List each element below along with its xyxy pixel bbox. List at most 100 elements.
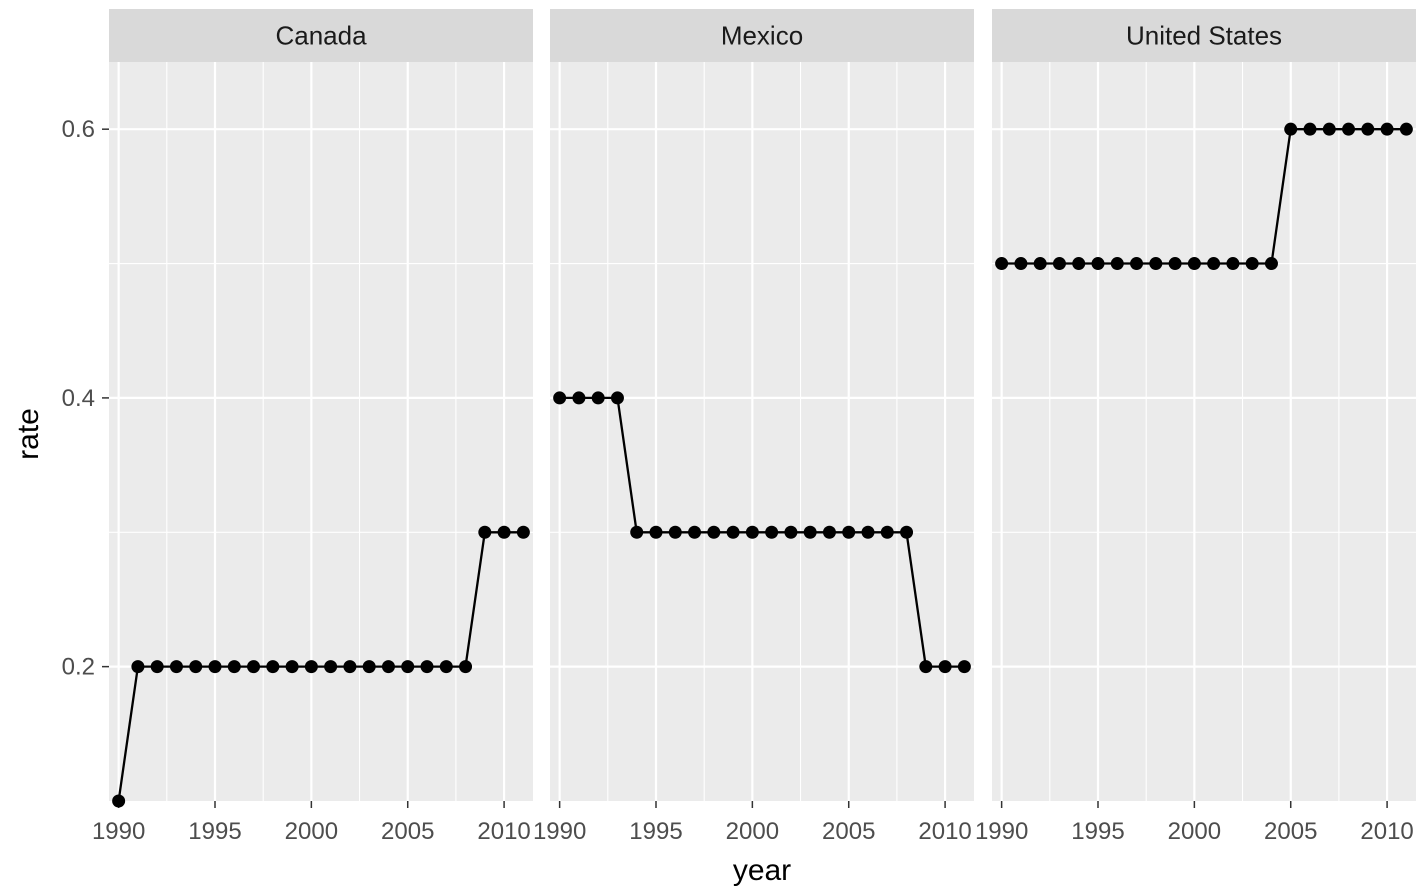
data-point xyxy=(1014,257,1028,271)
data-point xyxy=(900,525,914,539)
data-point xyxy=(1226,257,1240,271)
facet-panel: Mexico 1990 1995 2000 2005 2010 xyxy=(533,9,974,845)
x-axis-title: year xyxy=(733,854,791,887)
x-tick-label: 2010 xyxy=(1360,818,1413,845)
data-point xyxy=(1284,122,1298,136)
data-point xyxy=(150,660,164,674)
data-point xyxy=(707,525,721,539)
facet-panels: Canada 1990 1995 2000 2005 2010 Mexico 1990 1995… xyxy=(92,9,1416,845)
x-tick-label: 1995 xyxy=(188,818,241,845)
x-tick-label: 2010 xyxy=(918,818,971,845)
series-line xyxy=(1001,128,1407,265)
data-point xyxy=(401,660,415,674)
x-tick-label: 1995 xyxy=(629,818,682,845)
x-tick-label: 2005 xyxy=(1264,818,1317,845)
x-tick-label: 2005 xyxy=(381,818,434,845)
panel-background xyxy=(550,62,974,801)
data-point xyxy=(420,660,434,674)
x-tick-label: 1995 xyxy=(1071,818,1124,845)
data-point xyxy=(439,660,453,674)
data-point xyxy=(784,525,798,539)
data-point xyxy=(324,660,338,674)
y-tick-label: 0.6 xyxy=(62,116,95,143)
facet-strip-label: Mexico xyxy=(721,21,803,51)
data-point xyxy=(822,525,836,539)
x-tick-label: 1990 xyxy=(533,818,586,845)
x-tick-label: 2000 xyxy=(726,818,779,845)
data-point xyxy=(1187,257,1201,271)
data-point xyxy=(362,660,376,674)
facet-strip-label: United States xyxy=(1126,21,1282,51)
data-point xyxy=(1072,257,1086,271)
data-point xyxy=(861,525,875,539)
data-point xyxy=(169,660,183,674)
data-point xyxy=(247,660,261,674)
data-point xyxy=(572,391,586,405)
facet-strip xyxy=(550,9,974,62)
data-point xyxy=(1399,122,1413,136)
x-tick-label: 1990 xyxy=(92,818,145,845)
data-point xyxy=(591,391,605,405)
data-point xyxy=(880,525,894,539)
y-axis: 0.2 0.4 0.6 xyxy=(62,116,109,681)
data-point xyxy=(266,660,280,674)
x-tick-label: 2000 xyxy=(285,818,338,845)
x-tick-label: 1990 xyxy=(975,818,1028,845)
data-point xyxy=(745,525,759,539)
data-point xyxy=(478,525,492,539)
data-point xyxy=(1149,257,1163,271)
data-point xyxy=(285,660,299,674)
data-point xyxy=(1052,257,1066,271)
data-point xyxy=(938,660,952,674)
data-point xyxy=(1091,257,1105,271)
series-line xyxy=(559,396,965,668)
data-point xyxy=(630,525,644,539)
x-tick-label: 2000 xyxy=(1168,818,1221,845)
data-point xyxy=(1110,257,1124,271)
data-point xyxy=(1168,257,1182,271)
data-point xyxy=(131,660,145,674)
y-axis-title: rate xyxy=(12,408,45,460)
data-point xyxy=(516,525,530,539)
facet-strip xyxy=(109,9,533,62)
data-point xyxy=(803,525,817,539)
data-point xyxy=(208,660,222,674)
data-point xyxy=(957,660,971,674)
data-point xyxy=(1361,122,1375,136)
x-tick-label: 2010 xyxy=(477,818,530,845)
facet-panel: Canada 1990 1995 2000 2005 2010 xyxy=(92,9,533,845)
series-line xyxy=(117,531,524,802)
x-tick-label: 2005 xyxy=(822,818,875,845)
data-point xyxy=(842,525,856,539)
data-point xyxy=(1380,122,1394,136)
data-point xyxy=(1033,257,1047,271)
data-point xyxy=(1245,257,1259,271)
panel-background xyxy=(109,62,533,801)
data-point xyxy=(553,391,567,405)
data-point xyxy=(610,391,624,405)
panel-background xyxy=(992,62,1416,801)
facet-panel: United States 1990 1995 2000 2005 2010 xyxy=(975,9,1416,845)
data-point xyxy=(995,257,1009,271)
data-point xyxy=(1130,257,1144,271)
facet-strip-label: Canada xyxy=(275,21,367,51)
data-point xyxy=(1322,122,1336,136)
y-tick-label: 0.2 xyxy=(62,654,95,681)
data-point xyxy=(497,525,511,539)
data-point xyxy=(649,525,663,539)
data-point xyxy=(1207,257,1221,271)
data-point xyxy=(668,525,682,539)
data-point xyxy=(112,794,126,808)
data-point xyxy=(381,660,395,674)
y-tick-label: 0.4 xyxy=(62,385,95,412)
data-point xyxy=(1342,122,1356,136)
data-point xyxy=(227,660,241,674)
data-point xyxy=(919,660,933,674)
data-point xyxy=(304,660,318,674)
facet-strip xyxy=(992,9,1416,62)
data-point xyxy=(189,660,203,674)
data-point xyxy=(1303,122,1317,136)
data-point xyxy=(343,660,357,674)
data-point xyxy=(1264,257,1278,271)
